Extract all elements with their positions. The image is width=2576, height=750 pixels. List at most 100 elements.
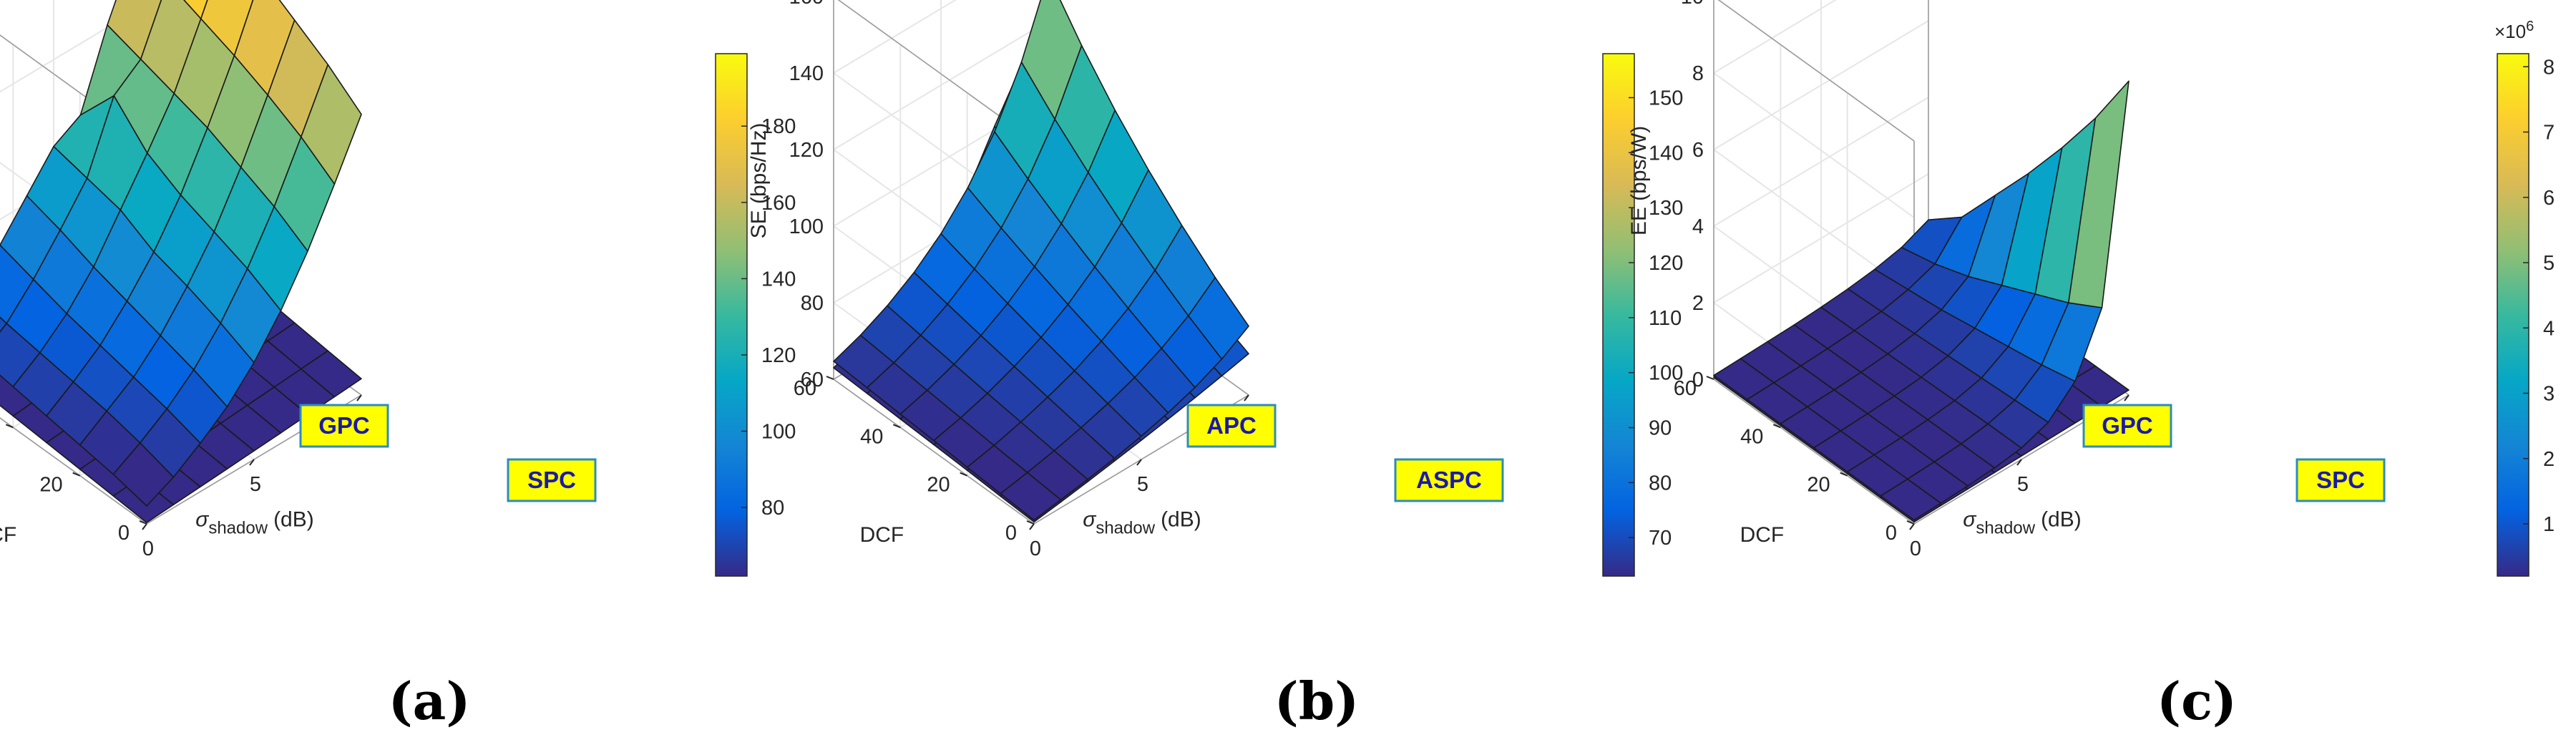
x-axis-label: σshadow (dB) [195, 507, 314, 537]
colorbar-tick-label: 3 [2543, 383, 2555, 406]
x-axis-subscript: shadow [208, 518, 268, 537]
dcf-tick-label: 20 [39, 474, 62, 497]
x-tick-label: 0 [1910, 537, 1921, 560]
colorbar-tick-label: 1 [2543, 513, 2555, 536]
tag-box [507, 458, 597, 502]
colorbar-tick-label: 120 [1649, 252, 1683, 275]
colorbar: 80 100 120 140 160 180 [715, 53, 796, 577]
tag-label: SPC [2316, 467, 2365, 493]
panel-caption: (c) [2157, 671, 2237, 731]
colorbar-tick-label: 120 [761, 344, 796, 367]
colorbar-exponent-label: ×106 [2494, 19, 2534, 42]
x-tick-mark [2016, 459, 2022, 466]
dcf-tick-label: 40 [860, 425, 883, 448]
x-axis-sigma: σ [195, 507, 210, 531]
z-tick-label: 80 [801, 292, 824, 315]
panel-b: 6080100120140160SE (bps/Hz)0510σshadow(d… [747, 0, 1683, 731]
dcf-tick-mark [826, 376, 834, 380]
x-tick-label: 5 [1137, 473, 1148, 496]
colorbar-tick-label: 5 [2543, 252, 2555, 275]
x-tick-label: 5 [2017, 473, 2029, 496]
dcf-axis-label: DCF [0, 523, 16, 547]
tag-box [1186, 404, 1277, 448]
x-tick-mark [1244, 394, 1249, 401]
colorbar-tick-label: 70 [1649, 527, 1672, 550]
colorbar-tick-label: 4 [2543, 317, 2555, 340]
dcf-tick-mark [1772, 424, 1781, 429]
x-tick-mark [1136, 459, 1142, 466]
panel-a: 50100150200SE (bps/Hz)0510σshadow(dB)020… [0, 0, 796, 731]
tag-box [1394, 458, 1504, 502]
axes-box-edge [1717, 0, 1915, 142]
dcf-tick-mark [960, 472, 968, 477]
x-axis-subscript: shadow [1976, 518, 2035, 537]
colorbar-tick-label: 110 [1649, 307, 1682, 330]
colorbar-gradient [715, 53, 748, 577]
z-tick-label: 140 [789, 62, 824, 85]
surfaces [833, 0, 1249, 523]
z-tick-label: 2 [1692, 292, 1704, 315]
z-tick-label: 6 [1692, 139, 1704, 162]
surface-patch [183, 0, 208, 19]
dcf-tick-mark [5, 424, 14, 429]
colorbar: 70 80 90 100 110 120 130 140 150 [1602, 53, 1683, 577]
z-tick-label: 160 [789, 0, 824, 9]
colorbar-tick-label: 6 [2543, 187, 2555, 210]
surface-patch [0, 316, 7, 333]
z-axis: 0246810EE (bps/W)×106 [1627, 0, 1704, 391]
colorbar-gradient [1602, 53, 1635, 577]
x-tick-mark [1029, 523, 1035, 530]
z-axis-label: EE (bps/W) [1627, 126, 1651, 235]
x-axis-label: σshadow (dB) [1963, 507, 2082, 537]
surface-patch [2067, 80, 2129, 308]
x-axis-unit: (dB) [2041, 507, 2082, 531]
surface-patch [1187, 276, 1249, 360]
z-axis-label: SE (bps/Hz) [747, 123, 771, 239]
dcf-tick-mark [1706, 376, 1714, 380]
x-axis-sigma: σ [1083, 507, 1097, 531]
colorbar-tick-label: 100 [1649, 362, 1683, 385]
dcf-tick-mark [892, 424, 901, 429]
tag-gpc: GPC [299, 404, 389, 448]
surface-aspc [833, 0, 1249, 521]
z-tick-label: 4 [1692, 215, 1704, 238]
x-axis-subscript: shadow [1096, 518, 1155, 537]
x-tick-mark [1909, 523, 1915, 530]
tag-box [2296, 458, 2386, 502]
x-tick-mark [2124, 394, 2129, 401]
colorbar-tick-label: 7 [2543, 122, 2555, 145]
colorbar-tick-label: 2 [2543, 448, 2555, 471]
x-axis-label: σshadow (dB) [1083, 507, 1201, 537]
z-tick-label: 8 [1692, 62, 1704, 85]
panel-caption: (a) [389, 671, 471, 731]
colorbar-tick-label: 150 [1649, 87, 1683, 109]
tag-spc: SPC [2296, 458, 2386, 502]
colorbar-tick-label: 100 [761, 421, 796, 444]
colorbar-gradient [2497, 53, 2529, 577]
x-tick-label: 0 [142, 537, 154, 560]
axes-box-edge [833, 379, 1035, 525]
x-tick-mark [142, 523, 147, 530]
z-tick-label: 0 [1692, 369, 1704, 391]
z-tick-label: 120 [789, 139, 824, 162]
surface-patch [2067, 365, 2129, 407]
surface-spc [0, 0, 362, 507]
z-tick-label: 10 [1681, 0, 1704, 9]
x-tick-mark [356, 394, 362, 401]
colorbar-tick-label: 80 [761, 497, 784, 520]
z-axis: 6080100120140160SE (bps/Hz) [747, 0, 824, 391]
dcf-tick-mark [1840, 472, 1848, 477]
dcf-tick-label: 0 [1885, 522, 1897, 545]
dcf-tick-mark [139, 520, 147, 525]
colorbar-tick-label: 140 [761, 268, 796, 291]
dcf-tick-mark [1026, 520, 1035, 525]
colorbar-exponent-power: 6 [2526, 19, 2534, 34]
axes-box-edge [1713, 379, 1915, 525]
tag-label: SPC [527, 467, 576, 493]
colorbar-tick-label: 90 [1649, 417, 1672, 440]
colorbar-tick-label: 180 [761, 115, 796, 138]
panel-c: 0246810EE (bps/W)×1060510σshadow(dB)0204… [1627, 0, 2555, 731]
surface-spc [1713, 80, 2129, 521]
